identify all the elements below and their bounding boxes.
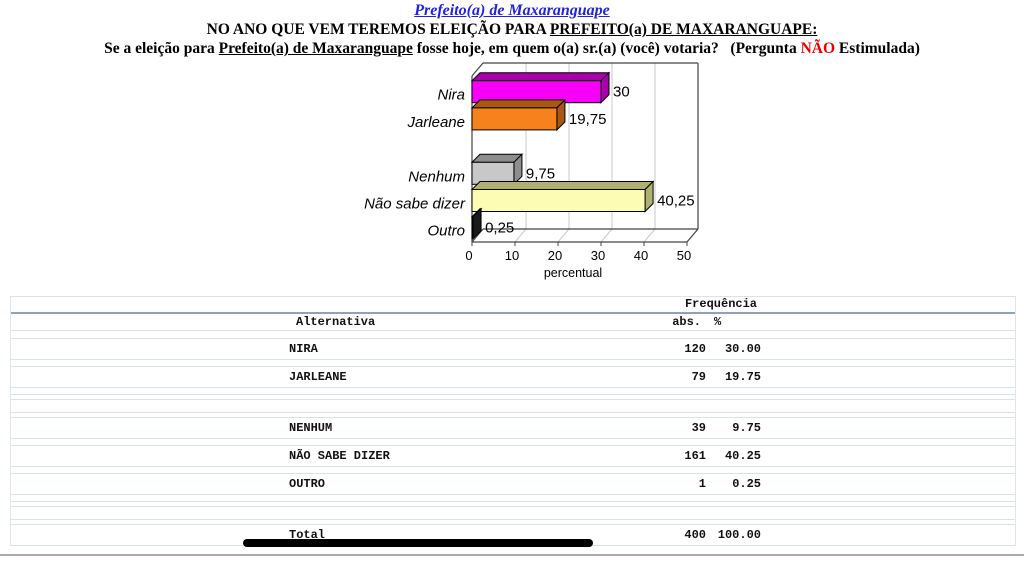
table-spacer: [11, 502, 1015, 507]
cell-pct: 40.25: [724, 449, 761, 463]
cell-alternativa: NIRA: [289, 342, 318, 356]
heading-line2-prefix: NO ANO QUE VEM TEREMOS ELEIÇÃO PARA: [206, 21, 550, 38]
table-header-row: Alternativa abs.%: [11, 314, 1015, 331]
heading-line3-underlined: Prefeito(a) de Maxaranguape: [218, 40, 413, 57]
cell-abs: 400: [684, 528, 706, 542]
bar-chart: 0 10 20 30 40 50 percentual 30 Nira 19,75 Jarleane…: [345, 57, 735, 287]
heading-line3-red: NÃO: [800, 40, 836, 57]
table-spacer: [11, 331, 1015, 339]
bar-value-label: 0,25: [485, 220, 514, 237]
bar-front-face: [471, 216, 474, 240]
table-spacer: [11, 360, 1015, 367]
x-tick-label: 10: [505, 248, 519, 263]
cell-alternativa: JARLEANE: [289, 370, 347, 384]
table-spacer: [11, 395, 1015, 400]
bar-front-face: [471, 80, 602, 104]
frequency-table: Frequência Alternativa abs.% NIRA 120 30.00 JA…: [10, 296, 1016, 546]
cell-abs: 1: [698, 477, 706, 491]
cell-pct: 0.25: [732, 477, 761, 491]
cell-abs: 79: [691, 370, 706, 384]
cell-pct: 30.00: [724, 342, 761, 356]
table-spacer: [11, 520, 1015, 525]
page-title: Prefeito(a) de Maxaranguape: [0, 1, 1024, 20]
bar-top-face: [470, 99, 567, 109]
category-label: Jarleane: [406, 114, 465, 131]
cell-pct: 9.75: [732, 421, 761, 435]
title-link[interactable]: Prefeito(a) de Maxaranguape: [414, 2, 610, 19]
table-spacer: [11, 388, 1015, 395]
cell-pct: 100.00: [717, 528, 761, 542]
x-tick-label: 20: [548, 248, 562, 263]
table-row: JARLEANE 79 19.75: [11, 367, 1015, 388]
heading-line2-underlined: PREFEITO(a) DE MAXARANGUAPE:: [549, 21, 818, 38]
header-alternativa: Alternativa: [296, 315, 376, 329]
title-text: Prefeito(a) de Maxaranguape: [414, 2, 610, 19]
table-spacer: [11, 467, 1015, 474]
cell-abs: 120: [684, 342, 706, 356]
table-row: NENHUM 39 9.75: [11, 418, 1015, 439]
bar-value-label: 40,25: [657, 193, 695, 210]
cell-alternativa: Total: [289, 528, 326, 542]
category-label: Outro: [427, 223, 465, 240]
table-spacer: [11, 495, 1015, 502]
cell-alternativa: OUTRO: [289, 477, 326, 491]
x-tick-label: 30: [591, 248, 605, 263]
heading-question-line: Se a eleição para Prefeito(a) de Maxaran…: [0, 39, 1024, 58]
bottom-divider-bar: [243, 539, 593, 547]
bar-front-face: [471, 107, 558, 131]
table-header-group-row: Frequência: [11, 297, 1015, 314]
heading-election-line: NO ANO QUE VEM TEREMOS ELEIÇÃO PARA PREF…: [0, 20, 1024, 39]
bar-front-face: [471, 189, 646, 212]
bar-value-label: 19,75: [569, 111, 607, 128]
bar-value-label: 9,75: [526, 165, 555, 182]
cell-abs: 161: [684, 449, 706, 463]
heading-line3-part1: Se a eleição para: [104, 40, 219, 57]
table-empty-row: [11, 507, 1015, 520]
x-tick-label: 40: [634, 248, 648, 263]
category-label: Nenhum: [408, 168, 465, 185]
bar-value-label: 30: [613, 84, 630, 101]
table-spacer: [11, 439, 1015, 446]
x-axis-label: percentual: [544, 266, 602, 280]
table-row: NÃO SABE DIZER 161 40.25: [11, 446, 1015, 467]
chart-svg: 0 10 20 30 40 50 percentual 30 Nira 19,75 Jarleane…: [364, 62, 699, 280]
bar-side-face: [472, 207, 482, 240]
heading-line3-part3: Estimulada): [835, 40, 920, 57]
table-row: OUTRO 1 0.25: [11, 474, 1015, 495]
x-tick-label: 0: [465, 248, 472, 263]
x-tick-label: 50: [677, 248, 691, 263]
table-row: NIRA 120 30.00: [11, 339, 1015, 360]
cell-alternativa: NÃO SABE DIZER: [289, 449, 390, 463]
report-header: Prefeito(a) de Maxaranguape NO ANO QUE V…: [0, 1, 1024, 58]
cell-alternativa: NENHUM: [289, 421, 333, 435]
bar-top-face: [470, 181, 655, 190]
category-label: Não sabe dizer: [364, 196, 466, 213]
bar-top-face: [470, 72, 611, 82]
heading-line3-part2: fosse hoje, em quem o(a) sr.(a) (você) v…: [412, 40, 801, 57]
table-spacer: [11, 413, 1015, 418]
header-frequencia: Frequência: [684, 297, 757, 311]
window-bottom-edge: [0, 554, 1024, 556]
category-label: Nira: [437, 87, 465, 104]
table-empty-row: [11, 400, 1015, 413]
header-pct: %: [714, 315, 722, 329]
header-abs: abs.: [672, 315, 701, 329]
cell-abs: 39: [691, 421, 706, 435]
cell-pct: 19.75: [724, 370, 761, 384]
